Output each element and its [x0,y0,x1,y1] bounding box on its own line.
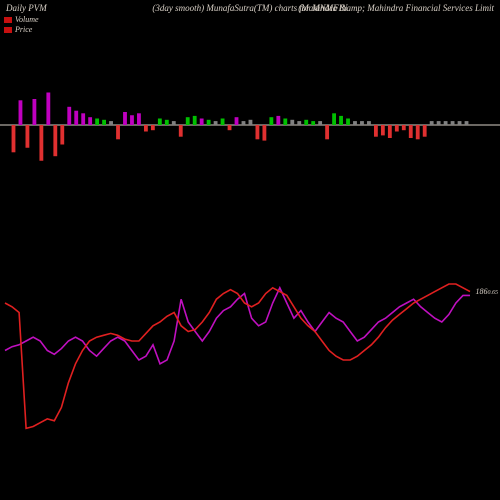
volume-bar [353,121,357,125]
volume-bar [388,125,392,138]
volume-bar [235,117,239,125]
volume-bar [53,125,57,156]
line-chart: 1860.65 [0,265,500,455]
volume-bar [339,116,343,125]
volume-chart-svg [0,85,500,165]
volume-bar [249,120,253,125]
volume-bar [409,125,413,138]
volume-bar [346,119,350,126]
volume-bar [193,116,197,125]
volume-bar [283,119,287,126]
volume-bar [256,125,260,139]
volume-bar [88,117,92,125]
volume-bar [60,125,64,145]
volume-bar [165,120,169,125]
volume-bar [221,119,225,126]
volume-bar [228,125,232,130]
chart-root: Daily PVM (3day smooth) MunafaSutra(TM) … [0,0,500,500]
volume-bar [12,125,16,152]
volume-bar [402,125,406,130]
volume-bar [451,121,455,125]
price-end-label: 1860.65 [476,287,499,296]
volume-bar [465,121,469,125]
volume-bar [297,121,301,125]
legend-volume-swatch [4,17,12,23]
volume-bar [304,120,308,125]
volume-bar [332,113,336,125]
volume-bar [32,99,36,125]
volume-bar [458,121,462,125]
legend: Volume Price [4,15,39,35]
volume-bar [137,113,141,125]
volume-bar [325,125,329,139]
volume-bar [81,113,85,125]
volume-bar [276,116,280,125]
volume-bar [374,125,378,137]
legend-price-swatch [4,27,12,33]
volume-bar [214,121,218,125]
header-right: (Mahindra &amp; Mahindra Financial Servi… [298,3,494,13]
legend-price-row: Price [4,25,39,35]
volume-bar [318,121,322,125]
volume-bar [26,125,30,148]
volume-bar [158,119,162,126]
volume-bar [200,119,204,126]
volume-bar [46,93,50,126]
volume-bar [290,120,294,125]
volume-bar [242,121,246,125]
legend-volume-row: Volume [4,15,39,25]
volume-bar [123,112,127,125]
legend-price-label: Price [15,25,32,35]
volume-bar [95,119,99,126]
volume-bar [381,125,385,135]
volume-bar [74,111,78,125]
other-series-line [5,288,470,364]
volume-bar [367,121,371,125]
volume-bar [130,115,134,125]
chart-header: Daily PVM (3day smooth) MunafaSutra(TM) … [0,0,500,20]
volume-bar [423,125,427,137]
volume-bar [144,125,148,132]
volume-bar [19,100,23,125]
volume-bar [179,125,183,137]
volume-bar [416,125,420,139]
price-end-label-main: 186 [476,287,488,296]
volume-bar [430,121,434,125]
volume-bar [151,125,155,130]
volume-bar [437,121,441,125]
volume-bar [395,125,399,132]
volume-bar [172,121,176,125]
volume-bar [39,125,43,161]
header-center-prefix: (3day smooth) MunafaSutra(TM) charts for [152,3,312,13]
legend-volume-label: Volume [15,15,39,25]
volume-bar [67,107,71,125]
volume-chart [0,85,500,165]
volume-bar [186,117,190,125]
volume-bar [311,121,315,125]
price-end-label-sub: 0.65 [488,290,499,296]
volume-bar [207,120,211,125]
volume-bar [116,125,120,139]
volume-bar [262,125,266,141]
volume-bar [269,117,273,125]
volume-bars [12,93,469,161]
volume-bar [109,121,113,125]
volume-bar [444,121,448,125]
volume-bar [360,121,364,125]
line-chart-svg [0,265,500,455]
volume-bar [102,120,106,125]
